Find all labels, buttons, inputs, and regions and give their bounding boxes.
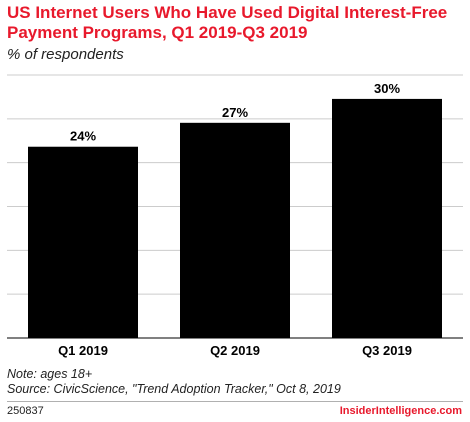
- bar-value-label: 24%: [70, 129, 96, 144]
- x-tick-label: Q1 2019: [58, 343, 108, 358]
- chart-source: Source: CivicScience, "Trend Adoption Tr…: [7, 382, 341, 396]
- bar-q2-2019: [180, 122, 290, 339]
- chart-title: US Internet Users Who Have Used Digital …: [7, 3, 448, 42]
- bar-value-label: 27%: [222, 105, 248, 120]
- bars: [28, 98, 442, 339]
- chart-note: Note: ages 18+: [7, 367, 93, 381]
- bar-value-labels: 24% 27% 30%: [70, 81, 400, 144]
- brand-logo-text: InsiderIntelligence.com: [339, 405, 462, 417]
- chart-id: 250837: [7, 405, 44, 417]
- bar-q1-2019: [28, 146, 138, 338]
- bar-value-label: 30%: [374, 81, 400, 96]
- chart-subtitle: % of respondents: [7, 46, 124, 63]
- x-tick-label: Q2 2019: [210, 343, 260, 358]
- bar-q3-2019: [332, 98, 442, 338]
- x-axis-tick-labels: Q1 2019 Q2 2019 Q3 2019: [58, 343, 412, 358]
- x-tick-label: Q3 2019: [362, 343, 412, 358]
- footer-divider: [7, 401, 463, 402]
